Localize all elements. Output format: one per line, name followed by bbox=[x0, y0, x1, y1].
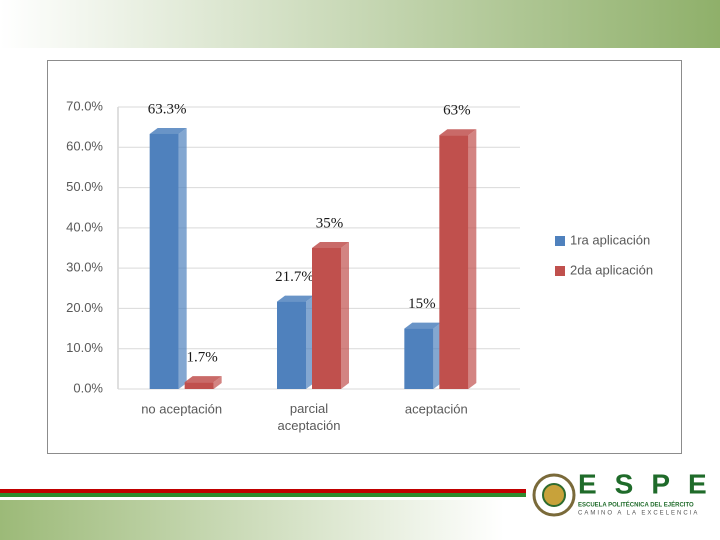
y-tick-label: 30.0% bbox=[66, 260, 103, 275]
y-tick-label: 60.0% bbox=[66, 139, 103, 154]
institution: ESCUELA POLITÉCNICA DEL EJÉRCITO bbox=[578, 501, 694, 509]
legend-swatch bbox=[555, 236, 565, 246]
value-label: 63.3% bbox=[148, 101, 187, 117]
footer-stripe-red bbox=[0, 489, 526, 493]
value-label: 35% bbox=[316, 215, 344, 231]
value-label: 1.7% bbox=[187, 350, 218, 366]
bar-top bbox=[149, 127, 187, 134]
top-band bbox=[0, 0, 720, 48]
logo-emblem-center bbox=[542, 483, 566, 507]
y-tick-label: 40.0% bbox=[66, 219, 103, 234]
y-tick-label: 50.0% bbox=[66, 179, 103, 194]
y-tick-label: 0.0% bbox=[73, 380, 103, 395]
value-label: 15% bbox=[408, 296, 436, 312]
bottom-band bbox=[0, 500, 720, 540]
legend-swatch bbox=[555, 266, 565, 276]
legend-label: 1ra aplicación bbox=[570, 232, 650, 247]
bar bbox=[404, 328, 434, 389]
bar-side bbox=[178, 127, 187, 390]
x-tick-label: no aceptación bbox=[141, 401, 222, 416]
chart-frame bbox=[47, 60, 682, 454]
y-tick-label: 20.0% bbox=[66, 300, 103, 315]
x-tick-label: aceptación bbox=[405, 401, 468, 416]
bar-top bbox=[277, 295, 314, 302]
bar-top bbox=[184, 376, 222, 383]
legend-label: 2da aplicación bbox=[570, 262, 653, 277]
bar bbox=[149, 133, 179, 389]
bar bbox=[439, 135, 469, 389]
bar-top bbox=[439, 129, 477, 136]
y-tick-label: 70.0% bbox=[66, 98, 103, 113]
bar bbox=[277, 301, 306, 389]
y-tick-label: 10.0% bbox=[66, 340, 103, 355]
motto: CAMINO A LA EXCELENCIA bbox=[578, 511, 699, 517]
value-label: 63% bbox=[443, 103, 471, 119]
bar-side bbox=[341, 242, 349, 389]
logo-text: ESPE bbox=[578, 468, 720, 499]
value-label: 21.7% bbox=[275, 269, 314, 285]
chart: 0.0% 10.0% 20.0% 30.0% 40.0% 50.0% 60.0% 70.0% n… bbox=[66, 98, 653, 433]
footer-stripe-green bbox=[0, 493, 526, 497]
x-tick-label: parcial aceptación bbox=[278, 401, 341, 433]
bar-top bbox=[312, 242, 349, 248]
bar-side bbox=[213, 376, 222, 389]
bar-top bbox=[404, 322, 442, 329]
bar-side bbox=[468, 129, 477, 389]
bar bbox=[312, 248, 341, 389]
bar bbox=[184, 382, 214, 389]
